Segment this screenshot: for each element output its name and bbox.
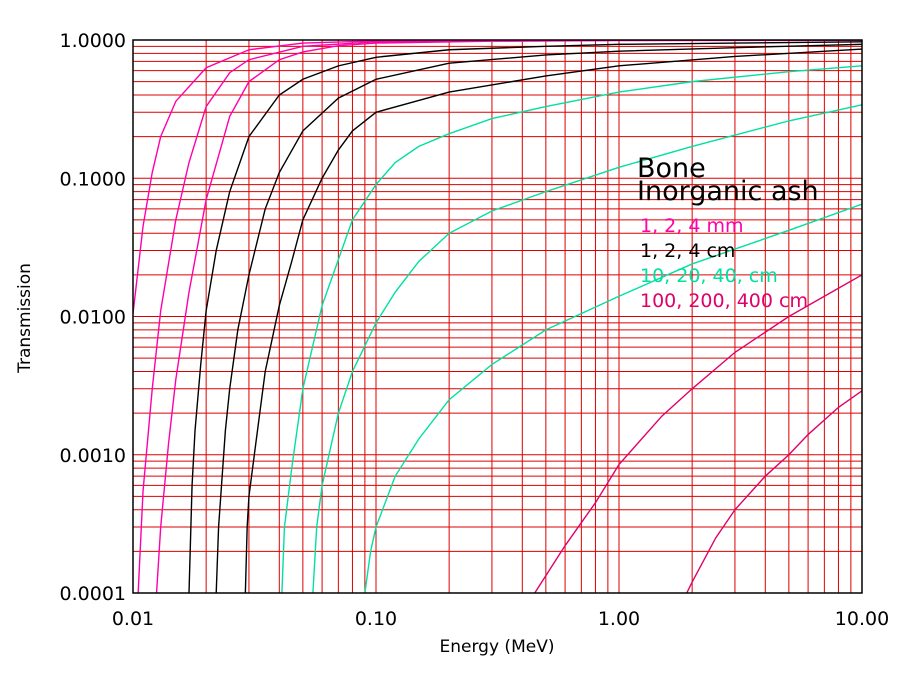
legend-item-10cm: 10, 20, 40, cm	[640, 265, 778, 287]
x-axis-title: Energy (MeV)	[440, 637, 555, 657]
series-line	[281, 65, 862, 593]
y-tick-label: 0.0001	[60, 583, 126, 605]
series-line	[244, 48, 862, 593]
plot-frame	[132, 39, 863, 594]
x-tick-label: 0.01	[112, 608, 154, 630]
grid	[132, 40, 862, 594]
x-tick-label: 1.00	[598, 608, 640, 630]
y-tick-label: 0.0010	[60, 445, 126, 467]
legend: Bone Inorganic ash 1, 2, 4 mm 1, 2, 4 cm…	[637, 153, 819, 312]
y-tick-label: 0.1000	[60, 168, 126, 190]
series-line	[364, 203, 862, 593]
series-line	[188, 41, 862, 593]
x-tick-label: 10.00	[835, 608, 889, 630]
legend-title-line-2: Inorganic ash	[637, 176, 819, 207]
series-line	[312, 104, 862, 593]
y-tick-labels: 1.0000 0.1000 0.0100 0.0010 0.0001	[60, 30, 126, 605]
series-line	[686, 390, 862, 593]
legend-item-100cm: 100, 200, 400 cm	[640, 290, 808, 312]
legend-item-mm: 1, 2, 4 mm	[640, 215, 743, 237]
x-tick-labels: 0.01 0.10 1.00 10.00	[112, 608, 889, 630]
series-line	[215, 43, 862, 593]
legend-title-line-1: Bone	[637, 153, 706, 184]
y-axis-title: Transmission	[15, 263, 35, 374]
series-line	[534, 274, 862, 593]
y-tick-label: 0.0100	[60, 307, 126, 329]
series-line	[137, 40, 862, 593]
x-tick-label: 0.10	[355, 608, 397, 630]
y-tick-label: 1.0000	[60, 30, 126, 52]
legend-item-cm: 1, 2, 4 cm	[640, 240, 735, 262]
series-line	[155, 40, 862, 593]
